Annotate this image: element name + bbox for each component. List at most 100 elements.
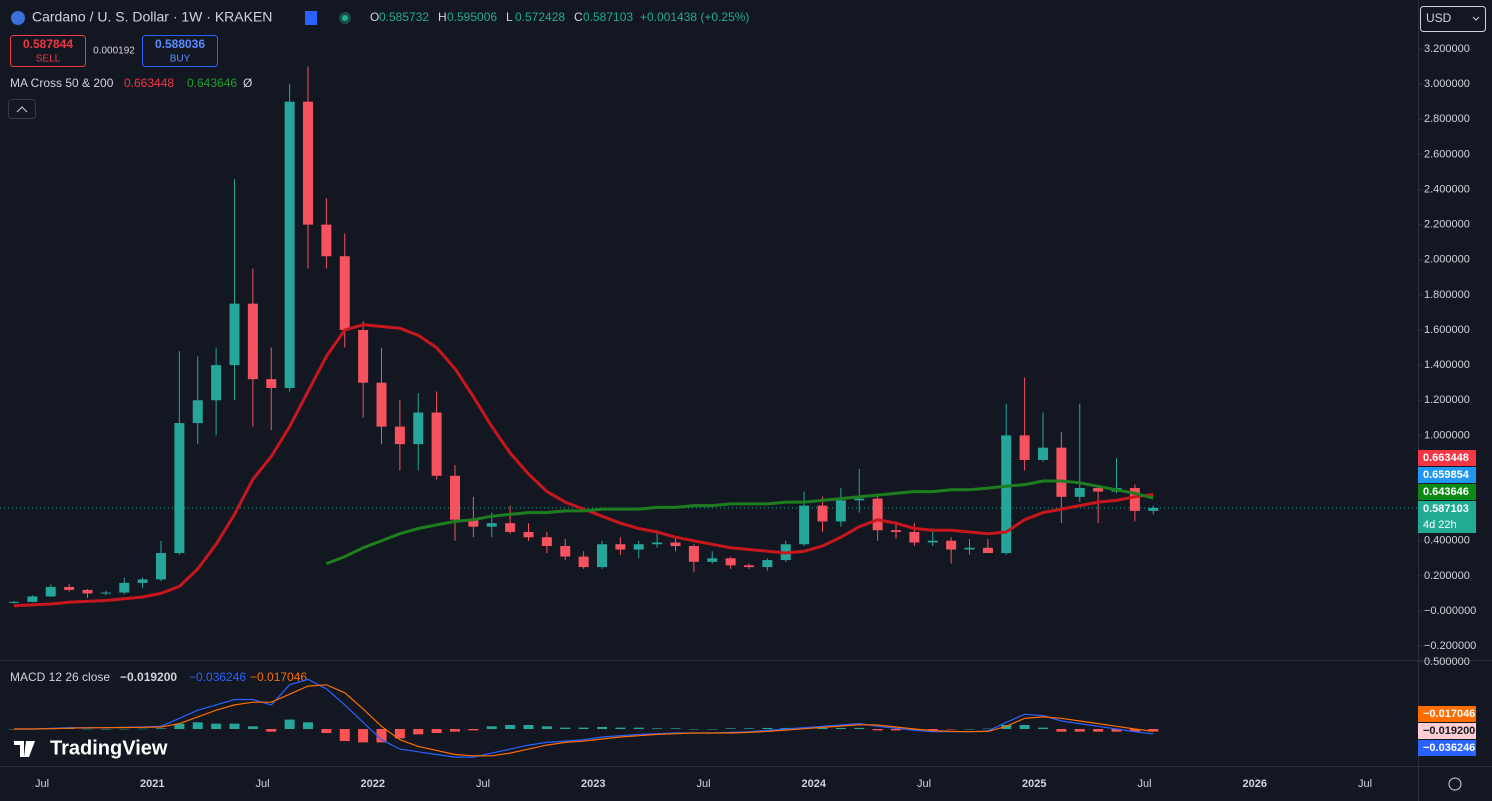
collapse-icon bbox=[16, 106, 28, 113]
x-tick-label: Jul bbox=[917, 778, 931, 790]
candle-body bbox=[321, 224, 332, 257]
histogram-bar bbox=[468, 729, 479, 731]
candle-body bbox=[394, 426, 405, 445]
candle-body bbox=[431, 412, 442, 476]
candle-body bbox=[652, 542, 663, 545]
buy-button[interactable] bbox=[142, 35, 218, 67]
brand-logo bbox=[14, 741, 35, 757]
histogram-bar bbox=[762, 727, 773, 729]
macd-title[interactable]: MACD 12 26 close bbox=[10, 670, 110, 684]
candle-body bbox=[633, 544, 644, 550]
settings-icon[interactable] bbox=[1448, 777, 1462, 791]
histogram-bar bbox=[413, 729, 424, 735]
ohlc-value: 0.595006 bbox=[447, 10, 497, 24]
change: +0.001438 (+0.25%) bbox=[640, 10, 749, 24]
price-badge bbox=[1418, 740, 1476, 756]
candle-body bbox=[9, 601, 19, 603]
candle-body bbox=[284, 101, 295, 388]
y-tick-label: 2.800000 bbox=[1424, 113, 1470, 125]
collapse-button[interactable] bbox=[8, 99, 36, 119]
x-tick-label: 2024 bbox=[802, 778, 827, 790]
candle-body bbox=[762, 560, 773, 568]
histogram-bar bbox=[523, 724, 534, 729]
histogram-bar bbox=[137, 728, 148, 730]
price-badge-label: −0.017046 bbox=[1423, 708, 1475, 720]
x-tick-label: 2021 bbox=[140, 778, 164, 790]
candle-body bbox=[872, 498, 883, 531]
price-badge-label: 0.659854 bbox=[1423, 469, 1470, 481]
candle-body bbox=[339, 256, 350, 330]
histogram-bar bbox=[615, 727, 626, 729]
histogram-bar bbox=[450, 729, 460, 732]
flag-icon[interactable] bbox=[305, 11, 317, 25]
price-badge-label: 0.663448 bbox=[1423, 452, 1469, 464]
x-tick-label: Jul bbox=[476, 778, 490, 790]
histogram-bar bbox=[872, 729, 883, 731]
y-tick-label: 1.000000 bbox=[1424, 429, 1470, 441]
histogram-bar bbox=[376, 729, 387, 743]
indicator-title[interactable]: MA Cross 50 & 200 bbox=[10, 76, 114, 90]
histogram-bar bbox=[909, 729, 920, 731]
macd-value: −0.036246 bbox=[189, 670, 246, 684]
histogram-bar bbox=[1093, 729, 1104, 732]
histogram-bar bbox=[321, 729, 332, 734]
histogram-bar bbox=[1038, 727, 1048, 729]
candle-body bbox=[486, 523, 497, 527]
buy-price: 0.588036 bbox=[155, 37, 205, 51]
histogram-bar bbox=[964, 729, 975, 730]
x-tick-label: Jul bbox=[696, 778, 710, 790]
candle-body bbox=[964, 547, 975, 550]
candle-body bbox=[597, 544, 607, 568]
y-tick-label: 2.400000 bbox=[1424, 183, 1470, 195]
candle-body bbox=[211, 365, 222, 401]
histogram-bar bbox=[266, 729, 277, 732]
y-tick-label: 2.200000 bbox=[1424, 219, 1470, 231]
candle-body bbox=[909, 531, 920, 543]
histogram-bar bbox=[854, 727, 865, 729]
currency-select[interactable] bbox=[1420, 6, 1486, 32]
y-tick-label: 0.500000 bbox=[1424, 656, 1470, 668]
price-badge-label: −0.019200 bbox=[1423, 725, 1475, 737]
histogram-bar bbox=[1001, 724, 1012, 729]
histogram-bar bbox=[1129, 729, 1140, 732]
macd-line bbox=[14, 684, 1154, 757]
candle-body bbox=[303, 101, 313, 225]
candle-body bbox=[1093, 488, 1104, 492]
candle-body bbox=[82, 589, 93, 594]
histogram-bar bbox=[1019, 724, 1030, 729]
histogram-bar bbox=[119, 728, 130, 730]
moving-average bbox=[325, 479, 1154, 566]
ma-extra: Ø bbox=[243, 76, 252, 90]
spread: 0.000192 bbox=[93, 46, 135, 57]
histogram-bar bbox=[192, 722, 203, 729]
histogram-bar bbox=[156, 728, 166, 729]
price-badge bbox=[1418, 467, 1476, 483]
y-tick-label: −0.000000 bbox=[1424, 605, 1476, 617]
histogram-bar bbox=[1111, 729, 1122, 732]
candle-body bbox=[247, 303, 258, 380]
histogram-bar bbox=[486, 726, 497, 729]
sell-price: 0.587844 bbox=[23, 37, 73, 51]
candle-body bbox=[468, 519, 479, 527]
candle-body bbox=[174, 423, 185, 554]
y-tick-label: 2.000000 bbox=[1424, 254, 1470, 266]
histogram-bar bbox=[358, 729, 369, 743]
histogram-bar bbox=[560, 727, 571, 729]
macd-signal-value: −0.017046 bbox=[250, 670, 307, 684]
candle-body bbox=[505, 523, 516, 532]
histogram-bar bbox=[578, 727, 589, 729]
histogram-bar bbox=[394, 729, 405, 739]
candle-body bbox=[119, 582, 130, 593]
y-tick-label: 1.600000 bbox=[1424, 324, 1470, 336]
price-badge bbox=[1418, 723, 1476, 739]
candle-body bbox=[27, 596, 38, 602]
sell-button[interactable] bbox=[10, 35, 86, 67]
candle-body bbox=[229, 303, 240, 366]
brand: TradingView bbox=[50, 737, 168, 759]
ohlc-value: 0.572428 bbox=[515, 10, 565, 24]
candle-body bbox=[817, 505, 828, 522]
y-tick-label: −0.200000 bbox=[1424, 640, 1476, 652]
candle-body bbox=[192, 400, 203, 424]
symbol-title[interactable]: Cardano / U. S. Dollar · 1W · KRAKEN bbox=[32, 9, 272, 25]
price-badge bbox=[1418, 484, 1476, 500]
